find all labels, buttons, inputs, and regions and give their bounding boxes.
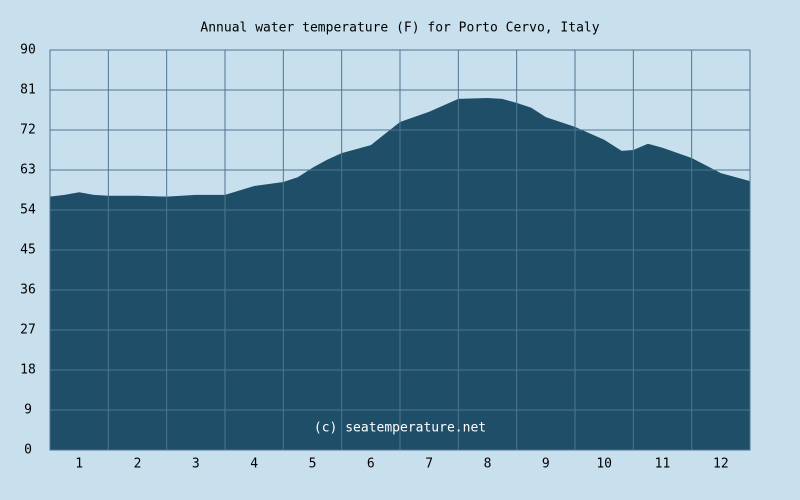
annotation: (c) seatemperature.net (314, 421, 486, 436)
y-tick-label: 90 (20, 43, 36, 58)
y-tick-label: 27 (20, 323, 36, 338)
x-tick-label: 9 (542, 457, 550, 472)
chart-title: Annual water temperature (F) for Porto C… (200, 21, 599, 36)
x-tick-label: 1 (75, 457, 83, 472)
y-tick-label: 63 (20, 163, 36, 178)
x-tick-label: 6 (367, 457, 375, 472)
y-tick-label: 0 (24, 443, 32, 458)
y-tick-label: 36 (20, 283, 36, 298)
y-tick-label: 81 (20, 83, 36, 98)
x-tick-label: 3 (192, 457, 200, 472)
x-tick-label: 5 (309, 457, 317, 472)
x-tick-label: 8 (484, 457, 492, 472)
y-tick-label: 72 (20, 123, 36, 138)
x-tick-label: 2 (134, 457, 142, 472)
y-tick-label: 18 (20, 363, 36, 378)
plot-frame (49, 49, 751, 451)
x-tick-label: 4 (250, 457, 258, 472)
x-tick-label: 7 (425, 457, 433, 472)
x-tick-label: 11 (655, 457, 671, 472)
y-tick-label: 9 (24, 403, 32, 418)
x-tick-label: 12 (713, 457, 729, 472)
x-tick-label: 10 (596, 457, 612, 472)
y-tick-label: 45 (20, 243, 36, 258)
y-tick-label: 54 (20, 203, 36, 218)
